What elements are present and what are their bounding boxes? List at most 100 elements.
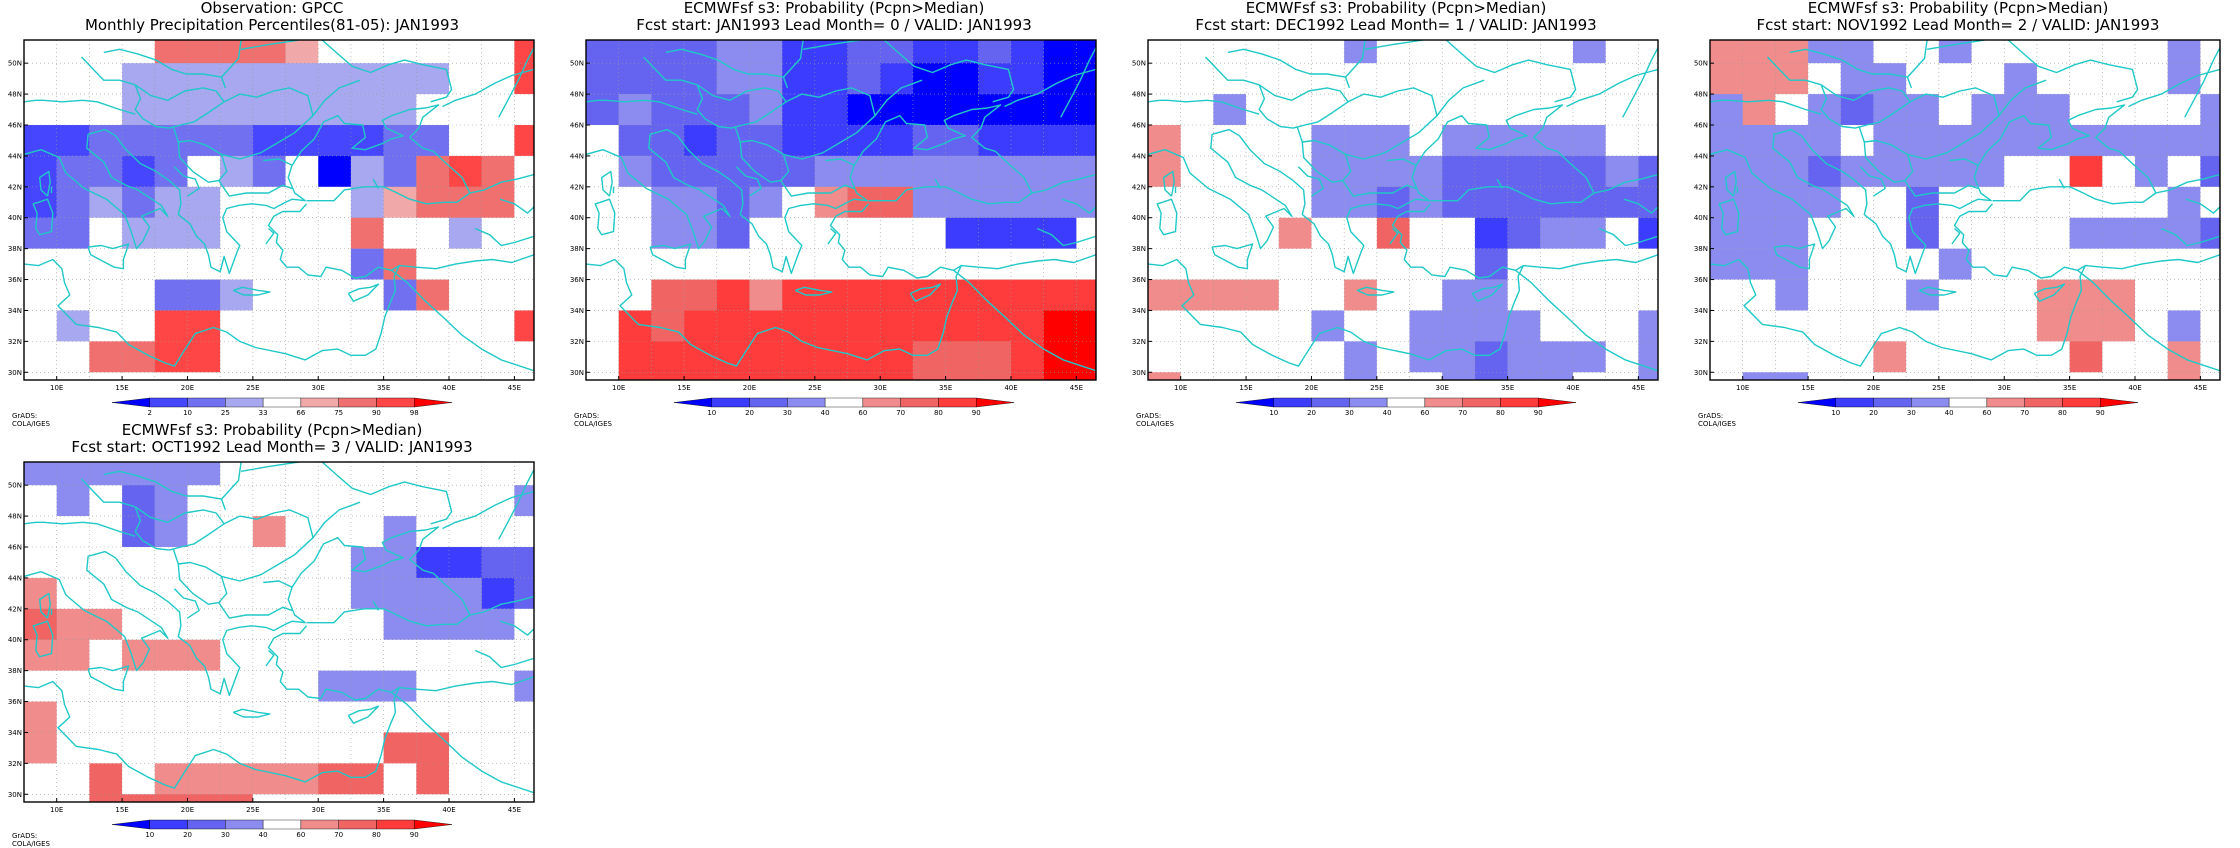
grid-cell — [285, 341, 319, 373]
grid-cell — [56, 794, 90, 802]
grid-cell — [416, 763, 450, 795]
grid-cell — [285, 485, 319, 517]
grid-cell — [416, 639, 450, 671]
coastline — [883, 40, 1015, 103]
title-line-1: ECMWFsf s3: Probability (Pcpn>Median) — [1807, 0, 2109, 17]
coastline — [1356, 286, 1395, 296]
coastline — [1296, 87, 1438, 160]
title-line-1: ECMWFsf s3: Probability (Pcpn>Median) — [1245, 0, 1547, 17]
grid-cell — [1278, 40, 1312, 64]
grid-cell — [514, 279, 534, 311]
grid-cell — [1148, 372, 1181, 380]
grid-cell — [449, 462, 482, 486]
grid-cell — [89, 732, 123, 764]
grid-cell — [1311, 341, 1345, 373]
grid-cell — [1180, 217, 1214, 249]
grid-cell — [1638, 310, 1658, 342]
grid-cell — [1710, 310, 1743, 342]
grid-cell — [252, 186, 286, 219]
grid-cell — [514, 763, 534, 795]
grid-cell — [1213, 341, 1247, 373]
grid-cell — [1011, 372, 1044, 380]
colorbar-swatch — [824, 397, 864, 408]
coastline — [1710, 203, 2086, 367]
colorbar-label: 70 — [334, 831, 343, 839]
coastline — [1998, 79, 2047, 117]
lat-tick-label: 34N — [1694, 307, 1708, 315]
grid-cell — [1409, 186, 1443, 219]
grid-cell — [1376, 40, 1410, 64]
credit-label: GrADS: COLA/IGES — [574, 412, 612, 428]
grid-cell — [318, 248, 352, 280]
grid-cell — [1409, 217, 1443, 249]
lat-tick-label: 38N — [1132, 245, 1146, 253]
grid-cell — [2036, 94, 2070, 126]
grid-cell — [416, 701, 450, 733]
grid-cell — [684, 310, 718, 342]
lat-tick-label: 46N — [1694, 122, 1708, 130]
grid-cell — [684, 341, 718, 373]
grid-cell — [449, 732, 482, 764]
grid-cell — [416, 732, 450, 764]
grid-cell — [2167, 372, 2201, 380]
coastline — [39, 170, 51, 197]
coastline — [39, 592, 51, 619]
grid-cell — [1246, 155, 1280, 188]
grid-cell — [1213, 217, 1247, 249]
grid-cell — [2004, 217, 2038, 249]
coastline — [2160, 227, 2220, 247]
grid-cell — [89, 516, 123, 548]
grid-cell — [1474, 310, 1508, 342]
grid-cell — [56, 701, 90, 733]
grid-cell — [122, 485, 156, 517]
grid-cell — [220, 516, 254, 548]
grid-cell — [2102, 372, 2136, 380]
coastlines — [586, 40, 1096, 372]
grid-cell — [1573, 217, 1606, 249]
grid-cell — [318, 372, 352, 380]
colorbar-label: 10 — [183, 409, 192, 417]
coastline — [220, 462, 242, 500]
grid-cell — [1278, 125, 1312, 157]
grid-cell — [1906, 186, 1940, 219]
lon-tick-label: 40E — [2128, 384, 2141, 392]
colorbar-swatch — [149, 397, 188, 408]
grid-cell — [1076, 125, 1096, 157]
grid-cell — [1906, 40, 1940, 64]
lat-tick-label: 34N — [8, 307, 22, 315]
coastline — [134, 506, 225, 551]
coastline — [1729, 99, 1822, 115]
grid-cell — [318, 186, 352, 219]
coastline — [442, 490, 534, 530]
grid-cell — [1540, 341, 1574, 373]
grid-cell — [383, 485, 417, 517]
lon-tick-label: 35E — [2063, 384, 2076, 392]
grid-cell — [481, 372, 515, 380]
grid-cell — [2167, 310, 2201, 342]
colorbar-label: 20 — [1307, 409, 1316, 417]
grid-cell — [1076, 155, 1096, 188]
grid-cell — [24, 701, 57, 733]
grid-cell — [285, 94, 319, 126]
grid-cell — [24, 794, 57, 802]
colorbar-label: 40 — [1383, 409, 1392, 417]
grid-cell — [1938, 94, 1972, 126]
coastline — [1297, 166, 1324, 197]
grid-cell — [154, 547, 188, 579]
coastline — [1445, 40, 1577, 103]
grid-cell — [2135, 217, 2168, 249]
grid-cell — [514, 155, 534, 188]
coastline — [827, 227, 837, 245]
grid-cell — [56, 125, 90, 157]
grid-cell — [912, 186, 946, 219]
grid-cell — [978, 248, 1012, 280]
grid-cell — [2069, 63, 2103, 95]
grid-cell — [318, 279, 352, 311]
grid-cell — [1638, 125, 1658, 157]
grid-cell — [945, 372, 979, 380]
grid-cell — [651, 63, 685, 95]
grid-cell — [481, 155, 515, 188]
grid-cell — [1344, 125, 1378, 157]
grid-cell — [978, 155, 1012, 188]
grid-cell — [1180, 125, 1214, 157]
